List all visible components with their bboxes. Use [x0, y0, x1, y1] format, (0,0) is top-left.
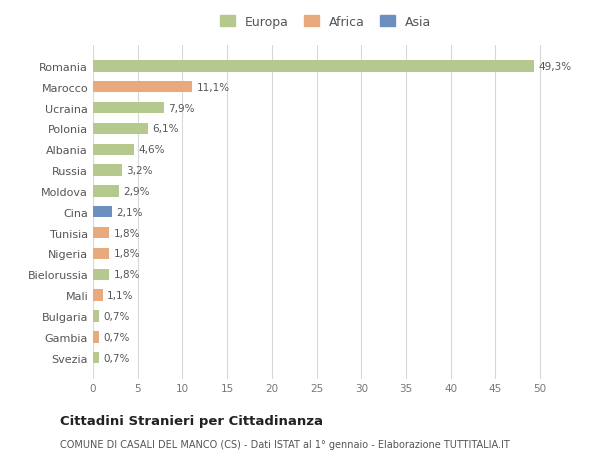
Legend: Europa, Africa, Asia: Europa, Africa, Asia	[216, 12, 435, 33]
Text: 1,8%: 1,8%	[113, 270, 140, 280]
Text: 49,3%: 49,3%	[538, 62, 571, 72]
Text: 0,7%: 0,7%	[104, 332, 130, 342]
Bar	[93, 165, 122, 176]
Text: 3,2%: 3,2%	[126, 166, 152, 176]
Text: COMUNE DI CASALI DEL MANCO (CS) - Dati ISTAT al 1° gennaio - Elaborazione TUTTIT: COMUNE DI CASALI DEL MANCO (CS) - Dati I…	[60, 440, 510, 449]
Bar	[93, 144, 134, 156]
Bar	[93, 186, 119, 197]
Bar	[93, 311, 99, 322]
Bar	[93, 227, 109, 239]
Text: 0,7%: 0,7%	[104, 353, 130, 363]
Text: Cittadini Stranieri per Cittadinanza: Cittadini Stranieri per Cittadinanza	[60, 414, 323, 428]
Bar	[93, 103, 164, 114]
Text: 1,8%: 1,8%	[113, 249, 140, 259]
Text: 7,9%: 7,9%	[168, 103, 194, 113]
Bar	[93, 248, 109, 260]
Bar	[93, 290, 103, 301]
Bar	[93, 207, 112, 218]
Text: 6,1%: 6,1%	[152, 124, 179, 134]
Bar	[93, 269, 109, 280]
Text: 0,7%: 0,7%	[104, 311, 130, 321]
Bar	[93, 61, 534, 73]
Text: 2,1%: 2,1%	[116, 207, 143, 217]
Bar	[93, 331, 99, 343]
Text: 4,6%: 4,6%	[139, 145, 165, 155]
Text: 1,8%: 1,8%	[113, 228, 140, 238]
Text: 11,1%: 11,1%	[197, 83, 230, 93]
Bar	[93, 352, 99, 364]
Bar	[93, 123, 148, 135]
Text: 1,1%: 1,1%	[107, 291, 134, 301]
Bar	[93, 82, 192, 93]
Text: 2,9%: 2,9%	[124, 186, 150, 196]
